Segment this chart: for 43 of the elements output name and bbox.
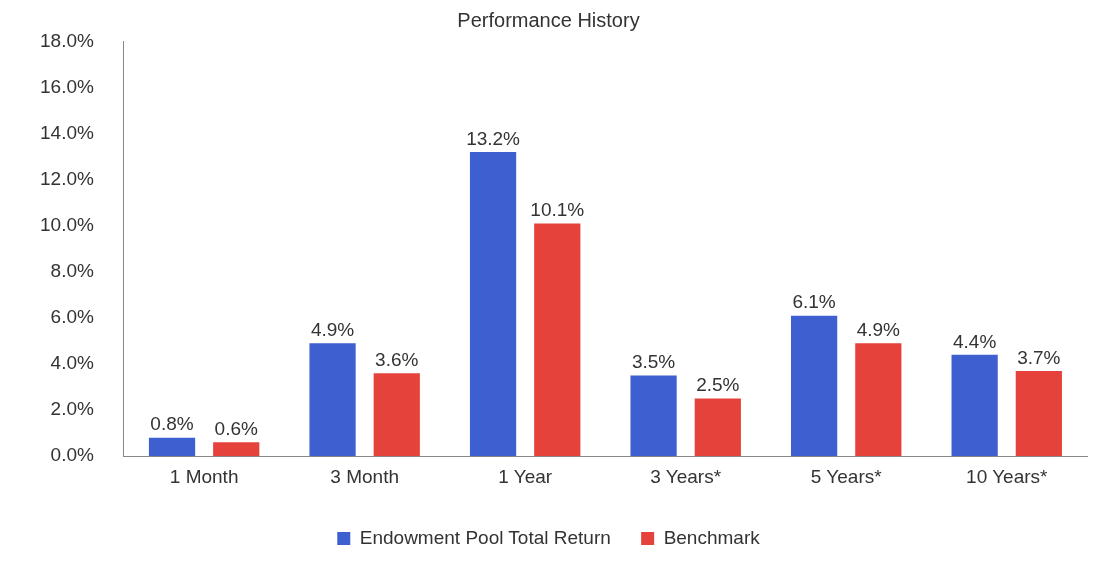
bar xyxy=(213,442,260,457)
bar xyxy=(309,343,356,457)
data-label: 10.1% xyxy=(530,199,585,221)
data-label: 4.4% xyxy=(952,330,997,352)
x-tick-label: 10 Years* xyxy=(966,465,1049,487)
data-label: 3.6% xyxy=(375,348,419,370)
bar xyxy=(1015,370,1062,457)
data-label: 6.1% xyxy=(792,291,836,313)
data-label: 4.9% xyxy=(310,319,355,341)
y-tick-label: 4.0% xyxy=(50,352,94,374)
y-tick-label: 6.0% xyxy=(50,306,94,328)
data-label: 0.6% xyxy=(214,418,258,440)
y-tick-label: 0.0% xyxy=(50,444,94,466)
x-tick-label: 3 Years* xyxy=(650,465,722,487)
data-label: 4.9% xyxy=(856,319,901,341)
bar xyxy=(694,398,741,457)
y-tick-label: 12.0% xyxy=(40,167,94,189)
y-tick-label: 16.0% xyxy=(40,75,94,97)
bar xyxy=(469,152,517,457)
legend-label: Benchmark xyxy=(663,526,761,548)
x-tick-label: 3 Month xyxy=(330,465,399,487)
bar xyxy=(951,354,998,457)
bar xyxy=(855,343,902,457)
x-tick-label: 5 Years* xyxy=(810,465,883,487)
bar xyxy=(534,223,581,457)
chart-title: Performance History xyxy=(457,8,640,31)
x-tick-label: 1 Year xyxy=(498,465,553,487)
y-tick-label: 8.0% xyxy=(50,260,94,282)
y-tick-label: 14.0% xyxy=(40,121,94,143)
legend-label: Endowment Pool Total Return xyxy=(359,526,611,548)
y-tick-label: 18.0% xyxy=(40,29,94,51)
data-label: 13.2% xyxy=(466,127,521,149)
bar xyxy=(630,375,677,457)
bar xyxy=(373,373,420,457)
data-label: 0.8% xyxy=(150,413,194,435)
data-label: 3.5% xyxy=(631,351,676,373)
bar xyxy=(148,437,196,457)
data-label: 3.7% xyxy=(1017,346,1061,368)
bar xyxy=(791,315,838,457)
data-label: 2.5% xyxy=(696,374,740,396)
y-tick-label: 2.0% xyxy=(50,398,94,420)
x-tick-label: 1 Month xyxy=(169,465,239,487)
y-tick-label: 10.0% xyxy=(40,213,94,235)
